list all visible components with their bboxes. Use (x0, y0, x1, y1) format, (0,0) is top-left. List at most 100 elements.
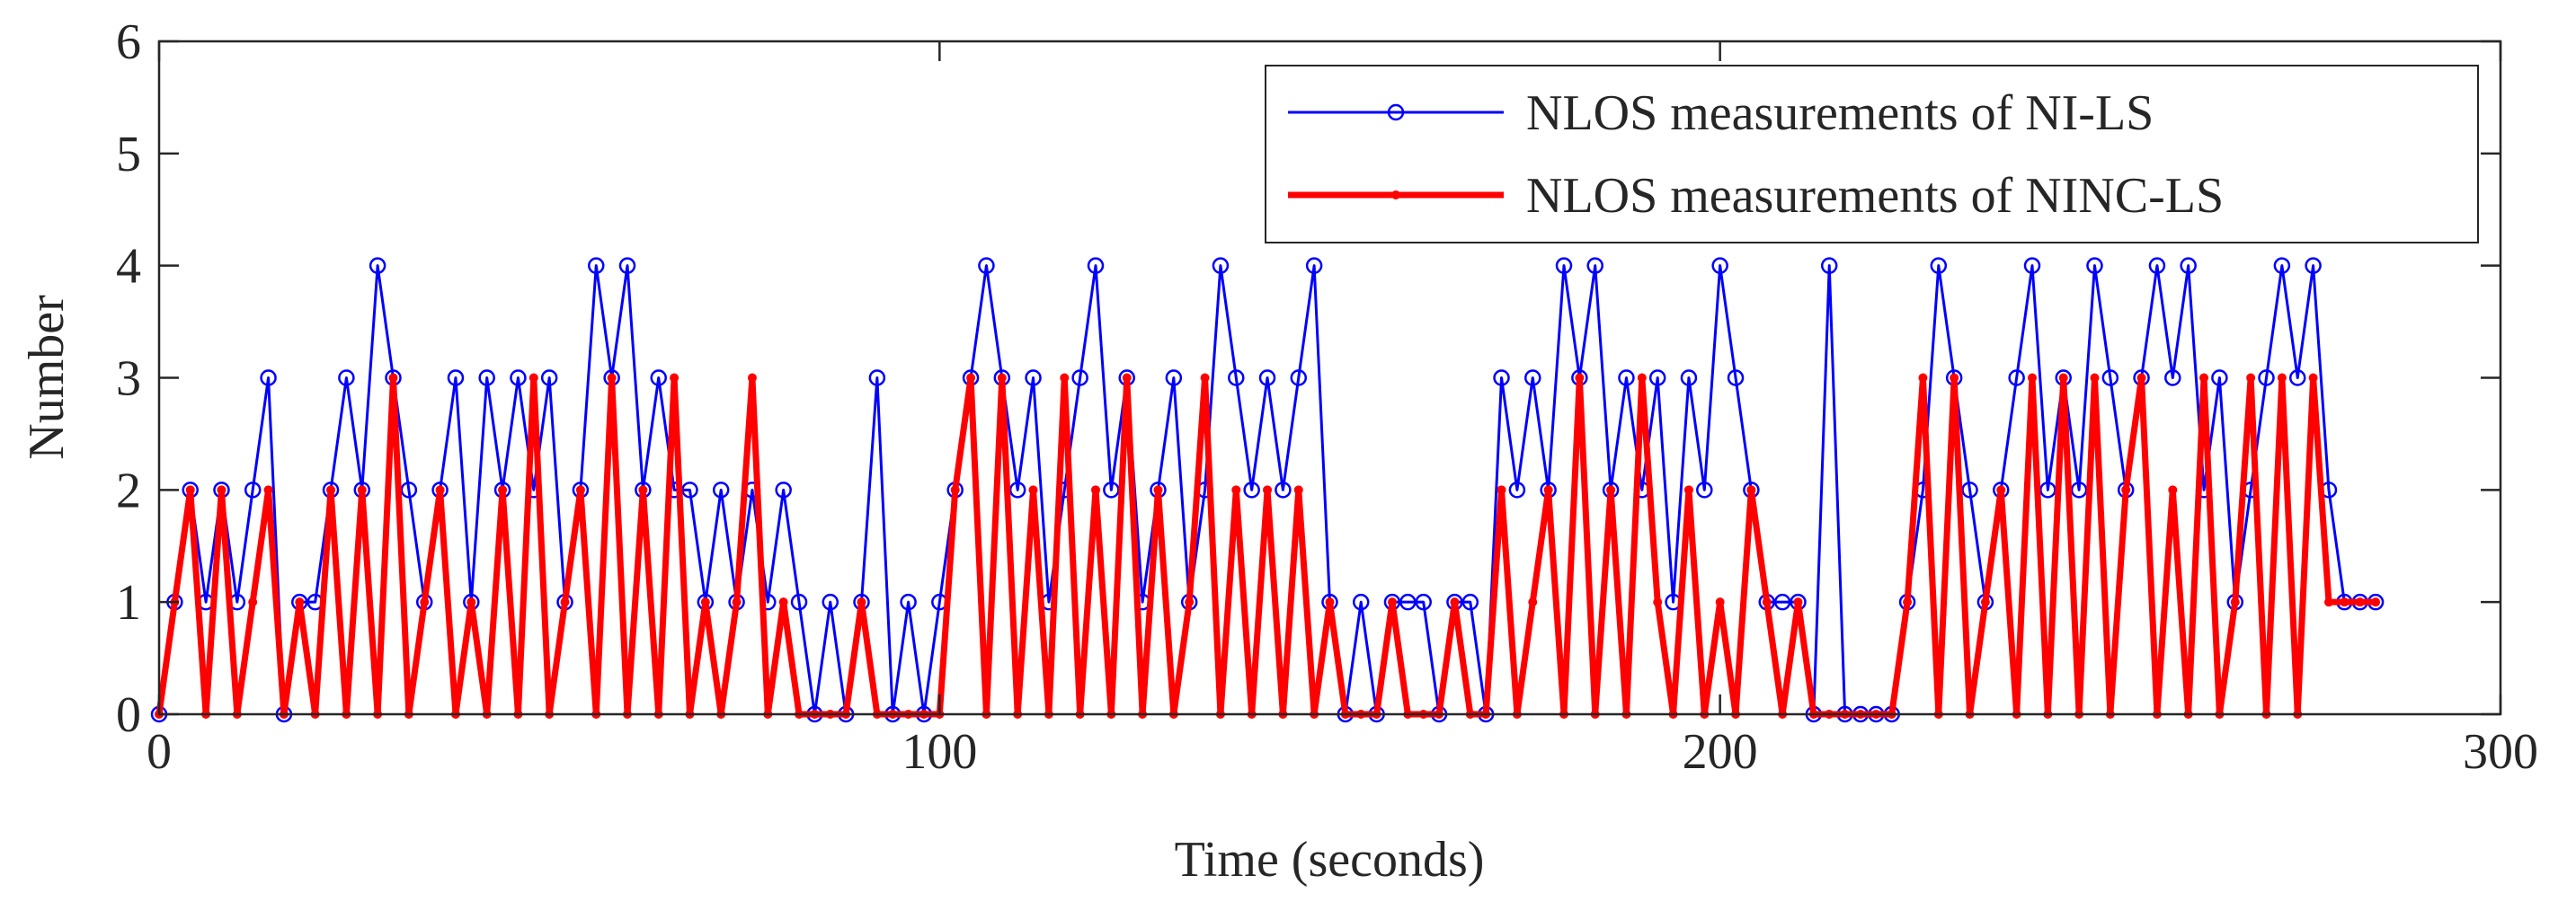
data-point (857, 597, 866, 607)
data-point (775, 482, 792, 499)
data-point (435, 485, 445, 495)
data-point (638, 485, 648, 495)
data-point (510, 369, 527, 386)
data-point (447, 369, 465, 386)
data-point (2008, 369, 2025, 386)
data-point (1122, 373, 1132, 383)
data-point (388, 373, 398, 383)
x-tick-label: 200 (1683, 724, 1758, 780)
data-point (1231, 485, 1241, 495)
data-point (1618, 369, 1635, 386)
data-point (997, 373, 1007, 383)
data-point (2355, 597, 2365, 607)
x-tick-label: 0 (147, 724, 172, 780)
data-point (1606, 485, 1616, 495)
data-point (1243, 482, 1260, 499)
data-point (1696, 482, 1713, 499)
data-point (790, 593, 808, 611)
data-point (1528, 597, 1538, 607)
data-point (1773, 593, 1791, 611)
x-axis-label: Time (seconds) (1175, 832, 1485, 888)
data-point (1555, 257, 1573, 274)
data-point (681, 482, 698, 499)
data-point (338, 369, 355, 386)
data-point (260, 369, 277, 386)
data-point (2028, 373, 2037, 383)
data-point (1263, 485, 1273, 495)
data-point (466, 597, 476, 607)
x-tick-label: 300 (2463, 724, 2538, 780)
data-point (1185, 597, 1195, 607)
data-point (185, 485, 195, 495)
data-point (498, 485, 508, 495)
data-point (244, 482, 262, 499)
data-point (295, 597, 305, 607)
legend: NLOS measurements of NI-LS NLOS measureme… (1265, 65, 2479, 243)
data-point (650, 369, 667, 386)
data-point (1153, 485, 1163, 495)
data-point (607, 373, 617, 383)
data-point (1228, 369, 1245, 386)
y-tick-label: 2 (116, 463, 141, 518)
y-tick-label: 4 (116, 239, 141, 295)
data-point (529, 373, 538, 383)
legend-label: NLOS measurements of NI-LS (1526, 85, 2154, 141)
data-point (2058, 373, 2068, 383)
data-point (1305, 257, 1323, 274)
data-point (1497, 485, 1506, 495)
data-point (1325, 597, 1335, 607)
data-point (2246, 373, 2256, 383)
y-tick-label: 3 (116, 351, 141, 407)
data-point (712, 482, 730, 499)
data-point (400, 482, 418, 499)
data-point (2277, 373, 2287, 383)
data-point (1025, 369, 1042, 386)
y-tick-label: 1 (116, 575, 141, 631)
data-point (1637, 373, 1647, 383)
data-point (822, 593, 839, 611)
data-point (1387, 597, 1397, 607)
data-point (1450, 597, 1460, 607)
data-point (2199, 373, 2209, 383)
y-tick-label: 0 (116, 687, 141, 743)
data-point (1008, 482, 1026, 499)
data-point (1711, 257, 1728, 274)
data-point (1087, 257, 1105, 274)
data-point (1575, 373, 1585, 383)
y-tick-label: 5 (116, 127, 141, 182)
data-point (1715, 597, 1725, 607)
data-point (1071, 369, 1088, 386)
data-point (950, 485, 960, 495)
data-point (2288, 369, 2306, 386)
data-point (868, 369, 886, 386)
data-point (670, 373, 680, 383)
data-point (1683, 485, 1693, 495)
data-point (217, 485, 227, 495)
data-point (1415, 593, 1432, 611)
data-point (1352, 593, 1370, 611)
data-point (1586, 257, 1603, 274)
data-point (2308, 373, 2318, 383)
data-point (2273, 257, 2291, 274)
data-point (1918, 373, 1928, 383)
data-point (2039, 482, 2056, 499)
data-point (1212, 257, 1230, 274)
data-point (1746, 485, 1756, 495)
data-point (588, 257, 605, 274)
data-point (1060, 373, 1070, 383)
legend-marker (1391, 190, 1400, 199)
data-point (2148, 257, 2166, 274)
x-tick-label: 100 (902, 724, 977, 780)
data-point (1028, 485, 1038, 495)
data-point (1165, 369, 1183, 386)
data-point (1293, 485, 1303, 495)
data-point (1258, 369, 1276, 386)
data-point (1200, 373, 1210, 383)
data-point (575, 485, 585, 495)
data-point (732, 597, 742, 607)
data-point (966, 373, 976, 383)
data-point (2086, 257, 2103, 274)
data-point (900, 593, 917, 611)
data-point (326, 485, 336, 495)
data-point (2168, 485, 2178, 495)
